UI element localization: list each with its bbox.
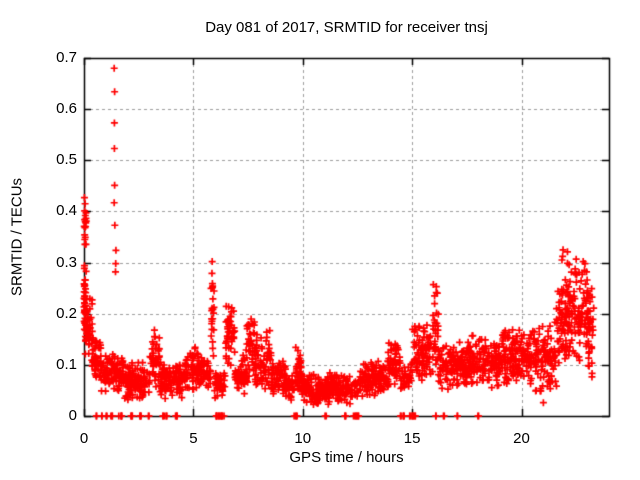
y-tick-label: 0	[68, 407, 77, 424]
y-tick-label: 0.7	[56, 49, 77, 66]
x-tick-label: 0	[79, 430, 89, 447]
x-axis-title: GPS time / hours	[289, 449, 404, 466]
y-tick-label: 0.3	[56, 253, 77, 271]
y-tick-label: 0.1	[56, 355, 77, 373]
y-tick-label: 0.2	[56, 304, 77, 322]
y-tick-label: 0.6	[56, 100, 77, 118]
y-axis-title-text: SRMTID / TECUs	[8, 177, 26, 297]
y-tick-label: 0.5	[56, 151, 77, 169]
x-tick-label: 10	[294, 430, 312, 447]
chart-title: Day 081 of 2017, SRMTID for receiver tns…	[205, 19, 488, 36]
x-tick-label: 15	[403, 430, 421, 447]
x-tick-label: 5	[189, 430, 198, 447]
y-tick-label: 0.4	[56, 202, 77, 220]
x-tick-label: 20	[513, 430, 530, 447]
